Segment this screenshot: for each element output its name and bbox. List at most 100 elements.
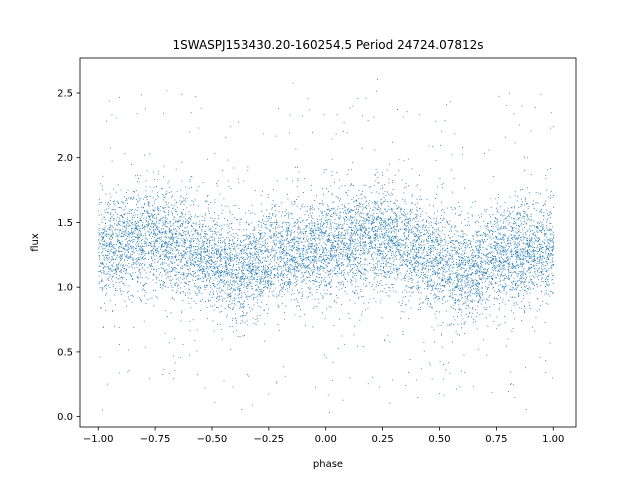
data-point bbox=[520, 213, 521, 215]
data-point bbox=[317, 224, 319, 226]
data-point bbox=[244, 244, 246, 246]
data-point bbox=[520, 237, 521, 239]
data-point bbox=[450, 264, 452, 266]
data-point bbox=[169, 270, 171, 272]
data-point bbox=[140, 276, 141, 278]
data-point bbox=[314, 261, 315, 263]
data-point bbox=[449, 295, 451, 297]
data-point bbox=[319, 260, 321, 262]
data-point bbox=[374, 246, 376, 248]
data-point bbox=[201, 270, 203, 272]
data-point bbox=[200, 107, 202, 109]
data-point bbox=[363, 244, 365, 246]
data-point bbox=[475, 234, 477, 235]
data-point bbox=[270, 285, 272, 287]
data-point bbox=[365, 214, 367, 215]
data-point bbox=[411, 168, 413, 170]
data-point bbox=[503, 239, 505, 241]
data-point bbox=[530, 218, 532, 220]
data-point bbox=[204, 276, 206, 278]
data-point bbox=[481, 313, 483, 315]
data-point bbox=[344, 216, 346, 218]
data-point bbox=[446, 270, 448, 272]
data-point bbox=[219, 193, 221, 195]
data-point bbox=[488, 284, 490, 286]
data-point bbox=[140, 233, 142, 235]
data-point bbox=[432, 240, 433, 242]
data-point bbox=[542, 277, 544, 279]
data-point bbox=[208, 238, 210, 240]
data-point bbox=[448, 268, 450, 270]
data-point bbox=[195, 229, 197, 231]
data-point bbox=[197, 205, 199, 207]
data-point bbox=[397, 225, 399, 227]
data-point bbox=[135, 230, 137, 231]
data-point bbox=[254, 246, 256, 247]
data-point bbox=[413, 217, 415, 219]
data-point bbox=[320, 280, 322, 282]
data-point bbox=[298, 171, 300, 173]
data-point bbox=[353, 266, 355, 268]
data-point bbox=[243, 261, 245, 262]
data-point bbox=[427, 283, 429, 285]
data-point bbox=[140, 213, 142, 215]
data-point bbox=[414, 233, 416, 235]
data-point bbox=[417, 281, 419, 283]
data-point bbox=[462, 287, 464, 289]
data-point bbox=[101, 233, 103, 235]
data-point bbox=[359, 206, 361, 208]
data-point bbox=[138, 249, 140, 251]
data-point bbox=[134, 267, 136, 269]
data-point bbox=[145, 235, 146, 237]
data-point bbox=[551, 264, 553, 266]
data-point bbox=[143, 213, 145, 215]
data-point bbox=[199, 226, 201, 228]
data-point bbox=[333, 325, 335, 326]
data-point bbox=[136, 210, 138, 211]
data-point bbox=[155, 227, 157, 229]
data-point bbox=[536, 264, 538, 266]
data-point bbox=[368, 186, 370, 188]
data-point bbox=[238, 297, 240, 299]
data-point bbox=[165, 250, 167, 252]
data-point bbox=[448, 270, 450, 272]
data-point bbox=[451, 307, 453, 309]
data-point bbox=[520, 222, 522, 224]
data-point bbox=[515, 253, 517, 255]
data-point bbox=[449, 281, 451, 283]
data-point bbox=[305, 267, 307, 269]
data-point bbox=[183, 278, 185, 279]
data-point bbox=[293, 222, 295, 224]
data-point bbox=[334, 268, 336, 269]
data-point bbox=[164, 212, 166, 214]
data-point bbox=[458, 280, 460, 282]
data-point bbox=[310, 230, 312, 232]
data-point bbox=[485, 254, 487, 256]
data-point bbox=[400, 243, 402, 245]
data-point bbox=[101, 409, 103, 411]
data-point bbox=[165, 231, 167, 233]
data-point bbox=[366, 269, 368, 271]
data-point bbox=[118, 251, 119, 252]
data-point bbox=[337, 197, 339, 199]
data-point bbox=[478, 282, 480, 284]
data-point bbox=[520, 282, 522, 284]
data-point bbox=[292, 260, 294, 262]
data-point bbox=[365, 197, 367, 199]
data-point bbox=[461, 294, 463, 296]
data-point bbox=[157, 240, 158, 242]
data-point bbox=[517, 285, 519, 287]
data-point bbox=[258, 231, 259, 233]
data-point bbox=[328, 250, 330, 252]
data-point bbox=[249, 235, 251, 237]
data-point bbox=[247, 166, 249, 168]
data-point bbox=[454, 273, 456, 275]
data-point bbox=[235, 281, 236, 283]
data-point bbox=[491, 269, 493, 271]
data-point bbox=[141, 250, 143, 252]
data-point bbox=[403, 233, 405, 235]
data-point bbox=[103, 236, 105, 238]
data-point bbox=[452, 316, 454, 318]
data-point bbox=[291, 256, 293, 258]
data-point bbox=[206, 243, 208, 245]
